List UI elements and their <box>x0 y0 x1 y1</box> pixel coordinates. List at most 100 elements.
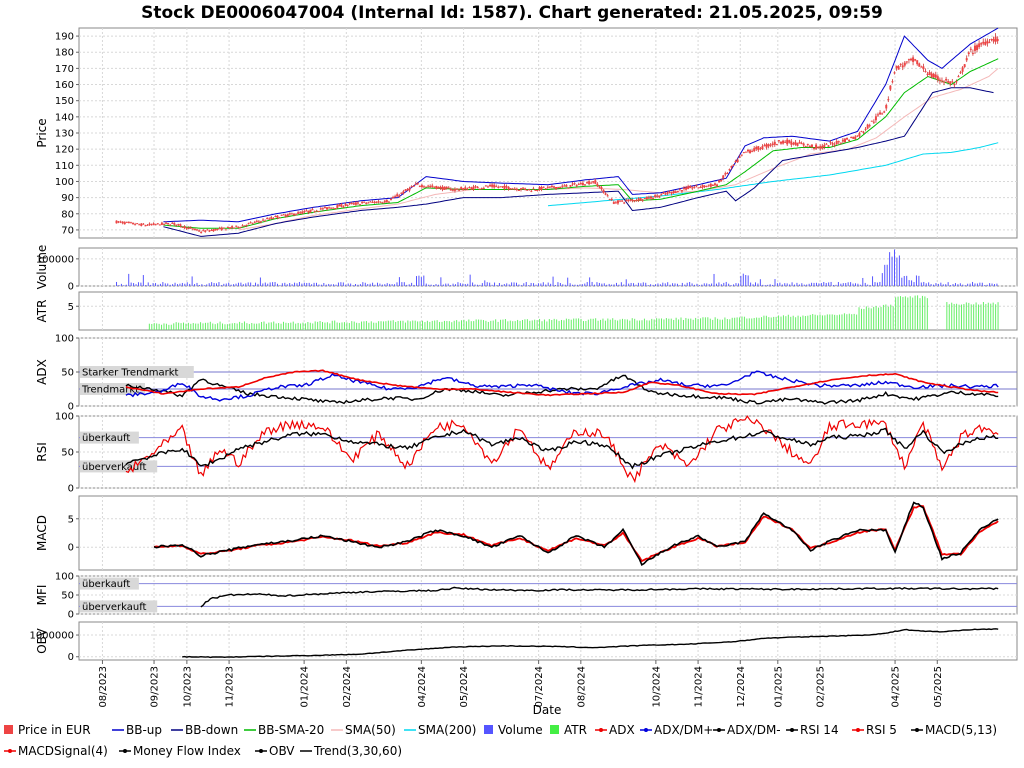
price-candle <box>806 143 809 145</box>
price-candle <box>162 223 165 225</box>
price-candle <box>645 196 648 200</box>
y-tick-label: 110 <box>55 161 74 172</box>
price-candle <box>627 199 630 202</box>
price-candle <box>553 186 556 188</box>
y-axis-label: Volume <box>35 245 49 290</box>
reference-label-bg <box>80 577 139 590</box>
price-candle <box>214 229 217 231</box>
legend-label: Trend(3,30,60) <box>313 744 402 758</box>
price-candle <box>961 67 964 72</box>
price-candle <box>321 208 324 210</box>
reference-label: überverkauft <box>82 602 147 613</box>
price-candle <box>996 39 999 42</box>
price-candle <box>160 222 163 225</box>
legend-label: MACD(5,13) <box>925 723 997 737</box>
price-candle <box>226 226 229 228</box>
price-candle <box>687 186 690 189</box>
price-candle <box>156 223 159 225</box>
legend-label: BB-up <box>126 723 162 737</box>
y-tick-label: 100000 <box>36 254 74 265</box>
price-candle <box>583 184 586 186</box>
price-candle <box>542 186 545 188</box>
price-candle <box>978 43 981 48</box>
price-candle <box>866 124 869 129</box>
price-candle <box>458 189 461 191</box>
price-candle <box>701 184 704 188</box>
x-tick-label: 08/2023 <box>98 666 109 708</box>
legend-swatch-dot <box>790 728 794 732</box>
price-candle <box>674 191 677 193</box>
price-candle <box>462 188 465 191</box>
price-candle <box>850 137 853 139</box>
x-tick-label: 02/2024 <box>342 666 353 708</box>
price-candle <box>699 186 702 188</box>
y-axis-label: MACD <box>35 515 49 551</box>
legend-item: ADX/DM- <box>713 723 781 737</box>
x-axis: 08/2023 09/2023 10/2023 11/2023 01/2024 02/20… <box>98 660 944 708</box>
price-candle <box>470 187 473 190</box>
price-candle <box>734 161 737 163</box>
price-candle <box>596 183 599 186</box>
price-candle <box>829 142 832 144</box>
price-candle <box>530 190 533 192</box>
price-candle <box>266 218 269 220</box>
price-candle <box>443 186 446 190</box>
price-candle <box>713 183 716 186</box>
price-candle <box>121 221 124 224</box>
price-candle <box>821 145 824 149</box>
price-candle <box>740 154 743 156</box>
price-candle <box>930 73 933 78</box>
price-candle <box>280 214 283 216</box>
price-candle <box>431 185 434 187</box>
panel-adx: 0 50 100 ADX Starker Trendmarkt Trendmarkt <box>35 334 1018 413</box>
reference-label-bg <box>80 431 139 444</box>
price-candle <box>910 58 913 61</box>
price-candle <box>408 188 411 191</box>
price-candle <box>594 180 597 184</box>
price-candle <box>872 121 875 123</box>
legend-label: Volume <box>498 723 543 737</box>
price-candle <box>389 199 392 201</box>
price-candle <box>592 181 595 183</box>
price-candle <box>794 141 797 145</box>
price-candle <box>441 186 444 190</box>
price-candle <box>839 142 842 144</box>
price-candle <box>468 187 471 189</box>
price-candle <box>456 188 459 190</box>
price-candle <box>307 210 310 213</box>
price-candle <box>212 229 215 232</box>
legend-item: SMA(200) <box>404 723 476 737</box>
price-candle <box>330 207 333 209</box>
price-candle <box>924 71 927 73</box>
price-candle <box>328 207 331 209</box>
price-candle <box>813 147 816 149</box>
chart-title: Stock DE0006047004 (Internal Id: 1587). … <box>141 3 883 23</box>
legend-label: Price in EUR <box>18 723 91 737</box>
price-candle <box>680 190 683 192</box>
price-candle <box>233 227 236 229</box>
price-candle <box>140 223 143 226</box>
price-candle <box>515 188 518 191</box>
price-candle <box>901 65 904 68</box>
price-candle <box>132 222 135 225</box>
y-tick-label: 190 <box>55 32 74 43</box>
bb-up-line <box>163 27 999 223</box>
price-candle <box>420 185 423 188</box>
legend-label: ADX <box>609 723 635 737</box>
price-candle <box>241 225 244 227</box>
price-candle <box>451 189 454 191</box>
price-candle <box>579 183 582 185</box>
panel-frame <box>78 247 1018 287</box>
price-candle <box>305 210 308 212</box>
price-candle <box>224 229 227 231</box>
price-candle <box>404 189 407 191</box>
price-candle <box>340 204 343 207</box>
price-candle <box>251 223 254 225</box>
price-candle <box>495 186 498 188</box>
price-candle <box>841 139 844 142</box>
price-candle <box>784 141 787 143</box>
y-tick-label: 80 <box>61 209 74 220</box>
price-candle <box>142 223 145 225</box>
price-candle <box>751 150 754 152</box>
price-candle <box>629 199 632 201</box>
